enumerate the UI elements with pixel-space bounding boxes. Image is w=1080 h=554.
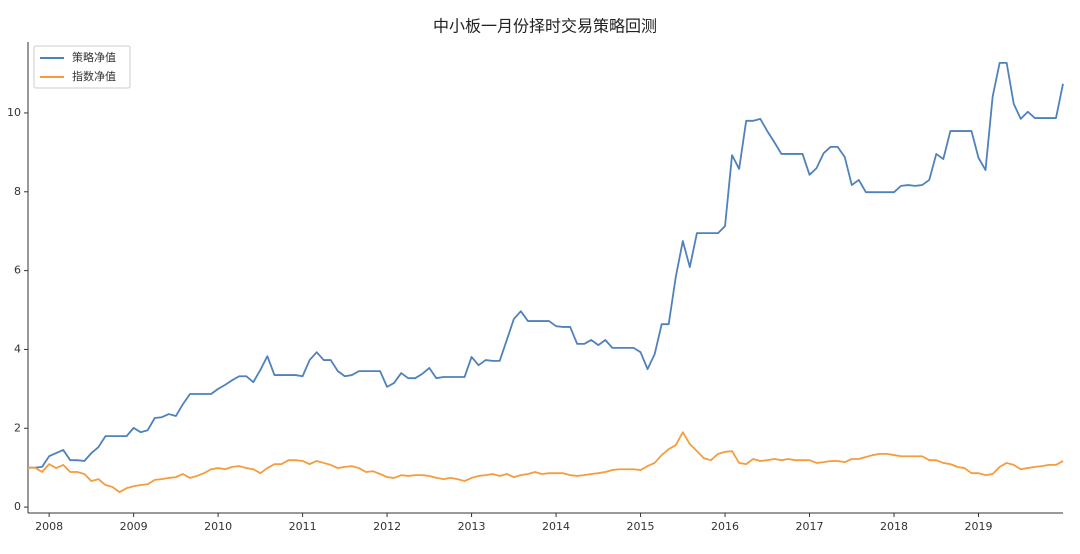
x-tick-label: 2011 xyxy=(289,520,317,533)
legend-label: 指数净值 xyxy=(72,69,116,83)
series-line xyxy=(28,61,1064,469)
y-tick-label: 8 xyxy=(14,185,21,198)
x-tick-label: 2010 xyxy=(204,520,232,533)
y-tick-label: 2 xyxy=(14,421,21,434)
x-tick-label: 2017 xyxy=(796,520,824,533)
x-tick-label: 2013 xyxy=(458,520,486,533)
x-tick-label: 2014 xyxy=(542,520,570,533)
legend-label: 策略净值 xyxy=(72,50,116,64)
chart-title: 中小板一月份择时交易策略回测 xyxy=(433,17,657,36)
x-tick-label: 2008 xyxy=(35,520,63,533)
y-tick-label: 10 xyxy=(7,106,21,119)
x-tick-label: 2016 xyxy=(711,520,739,533)
y-tick-label: 6 xyxy=(14,264,21,277)
y-tick-label: 0 xyxy=(14,500,21,513)
x-tick-label: 2018 xyxy=(880,520,908,533)
y-tick-label: 4 xyxy=(14,342,21,355)
x-tick-label: 2009 xyxy=(120,520,148,533)
series-line xyxy=(28,431,1064,494)
x-tick-label: 2012 xyxy=(373,520,401,533)
x-tick-label: 2015 xyxy=(627,520,655,533)
x-tick-label: 2019 xyxy=(965,520,993,533)
